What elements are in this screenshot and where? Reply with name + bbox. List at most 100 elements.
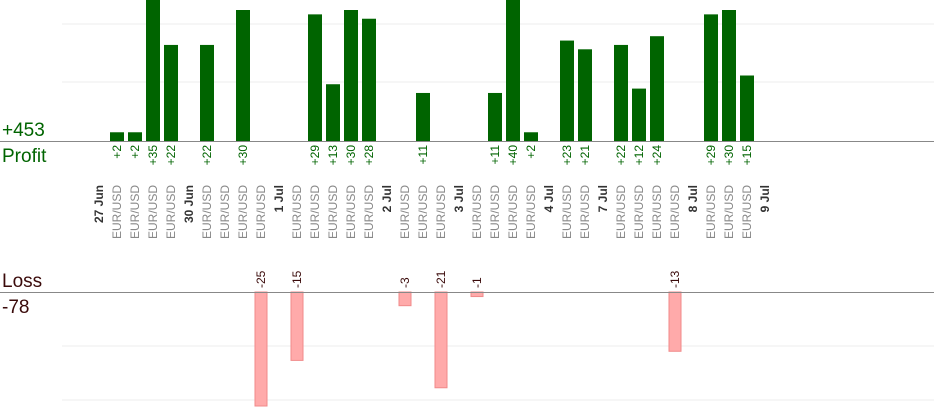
pair-label: EUR/USD	[488, 185, 502, 239]
loss-value-label: -15	[290, 270, 304, 288]
axes	[0, 141, 934, 293]
loss-value-label: -1	[470, 277, 484, 288]
pair-label: EUR/USD	[128, 185, 142, 239]
loss-value-label: -25	[254, 270, 268, 288]
pair-label: EUR/USD	[236, 185, 250, 239]
pair-label: EUR/USD	[470, 185, 484, 239]
loss-label: Loss	[2, 271, 43, 292]
pair-label: EUR/USD	[506, 185, 520, 239]
profit-bar	[110, 132, 124, 141]
profit-bar	[506, 0, 520, 141]
date-label: 8 Jul	[686, 185, 700, 212]
profit-bar	[236, 10, 250, 141]
date-label: 7 Jul	[596, 185, 610, 212]
profit-bar	[416, 92, 430, 141]
pair-label: EUR/USD	[560, 185, 574, 239]
profit-value-label: +28	[362, 145, 376, 166]
pair-label: EUR/USD	[722, 185, 736, 239]
profit-bar	[632, 88, 646, 141]
profit-bar	[128, 132, 142, 141]
profit-label: Profit	[2, 146, 47, 167]
pair-label: EUR/USD	[578, 185, 592, 239]
profit-bar	[308, 14, 322, 141]
loss-bar	[668, 291, 682, 352]
profit-value-label: +2	[128, 145, 142, 159]
profit-value-label: +22	[164, 145, 178, 166]
profit-value-label: +29	[704, 145, 718, 166]
profit-bar	[164, 44, 178, 141]
profit-value-label: +2	[110, 145, 124, 159]
loss-total: -78	[2, 297, 30, 318]
profit-value-label: +21	[578, 145, 592, 166]
profit-value-label: +30	[344, 145, 358, 166]
pair-label: EUR/USD	[416, 185, 430, 239]
pair-label: EUR/USD	[668, 185, 682, 239]
profit-total: +453	[2, 120, 45, 141]
pair-label: EUR/USD	[524, 185, 538, 239]
profit-value-label: +22	[200, 145, 214, 166]
loss-value-label: -21	[434, 270, 448, 288]
pair-label: EUR/USD	[740, 185, 754, 239]
loss-value-label: -3	[398, 277, 412, 288]
profit-value-label: +30	[236, 145, 250, 166]
loss-value-label: -13	[668, 270, 682, 288]
pair-label: EUR/USD	[218, 185, 232, 239]
profit-value-label: +30	[722, 145, 736, 166]
pair-label: EUR/USD	[254, 185, 268, 239]
profit-value-label: +15	[740, 145, 754, 166]
loss-bar	[290, 291, 304, 361]
profit-value-label: +11	[416, 145, 430, 165]
bars	[110, 0, 754, 407]
date-label: 4 Jul	[542, 185, 556, 212]
pair-label: EUR/USD	[164, 185, 178, 239]
loss-bar	[398, 291, 412, 307]
profit-value-label: +2	[524, 145, 538, 159]
pair-label: EUR/USD	[200, 185, 214, 239]
pair-label: EUR/USD	[434, 185, 448, 239]
labels: 27 Jun EUR/USD +2 EUR/USD +2 EUR/USD +35 EUR/US…	[92, 145, 772, 288]
profit-bar	[488, 92, 502, 141]
pair-label: EUR/USD	[650, 185, 664, 239]
profit-value-label: +13	[326, 145, 340, 166]
profit-bar	[146, 0, 160, 141]
pair-label: EUR/USD	[362, 185, 376, 239]
profit-value-label: +40	[506, 145, 520, 166]
loss-bar	[254, 291, 268, 407]
pair-label: EUR/USD	[614, 185, 628, 239]
pair-label: EUR/USD	[290, 185, 304, 239]
profit-bar	[578, 49, 592, 141]
pair-label: EUR/USD	[308, 185, 322, 239]
profit-value-label: +12	[632, 145, 646, 166]
date-label: 30 Jun	[182, 185, 196, 223]
pair-label: EUR/USD	[146, 185, 160, 239]
pair-label: EUR/USD	[344, 185, 358, 239]
pair-label: EUR/USD	[398, 185, 412, 239]
profit-value-label: +11	[488, 145, 502, 165]
date-label: 9 Jul	[758, 185, 772, 212]
profit-bar	[560, 40, 574, 141]
pair-label: EUR/USD	[110, 185, 124, 239]
profit-value-label: +24	[650, 145, 664, 166]
profit-bar	[362, 18, 376, 141]
profit-value-label: +29	[308, 145, 322, 166]
profit-bar	[524, 132, 538, 141]
profit-bar	[344, 10, 358, 141]
date-label: 1 Jul	[272, 185, 286, 212]
date-label: 27 Jun	[92, 185, 106, 223]
date-label: 3 Jul	[452, 185, 466, 212]
profit-bar	[326, 84, 340, 141]
profit-value-label: +22	[614, 145, 628, 166]
profit-value-label: +35	[146, 145, 160, 166]
profit-bar	[614, 44, 628, 141]
pair-label: EUR/USD	[326, 185, 340, 239]
profit-bar	[704, 14, 718, 141]
profit-value-label: +23	[560, 145, 574, 166]
profit-bar	[740, 75, 754, 141]
pair-label: EUR/USD	[704, 185, 718, 239]
loss-bar	[434, 291, 448, 389]
date-label: 2 Jul	[380, 185, 394, 212]
profit-bar	[650, 36, 664, 142]
profit-bar	[722, 10, 736, 141]
profit-bar	[200, 44, 214, 141]
